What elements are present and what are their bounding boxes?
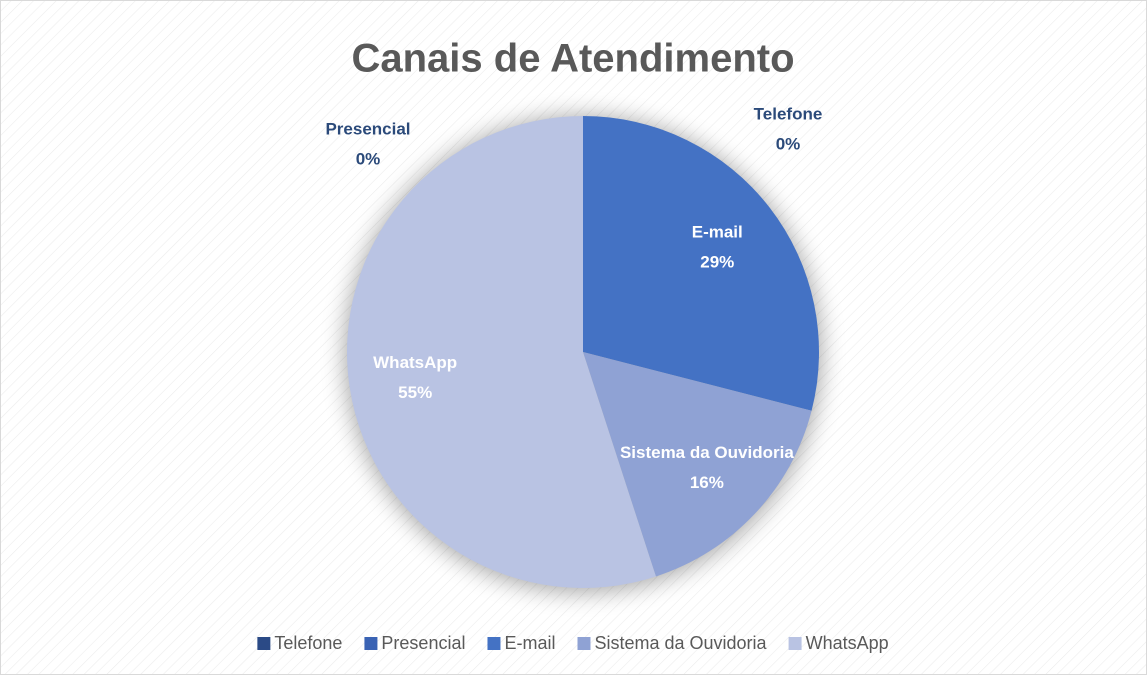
data-label-category: E-mail bbox=[692, 222, 743, 241]
legend-swatch bbox=[487, 637, 501, 650]
legend-swatch bbox=[257, 637, 271, 650]
legend-label: E-mail bbox=[504, 633, 555, 653]
legend-label: Telefone bbox=[274, 633, 342, 653]
legend-label: WhatsApp bbox=[806, 633, 889, 653]
data-label-value: 16% bbox=[690, 473, 724, 492]
legend-label: Presencial bbox=[381, 633, 465, 653]
data-label-value: 29% bbox=[700, 252, 734, 271]
legend-swatch bbox=[364, 637, 378, 650]
pie-slice bbox=[583, 352, 812, 577]
data-label-category: Sistema da Ouvidoria bbox=[620, 443, 794, 462]
legend-swatch bbox=[788, 637, 802, 650]
data-label-category: Telefone bbox=[754, 104, 823, 123]
legend-label: Sistema da Ouvidoria bbox=[594, 633, 767, 653]
pie-slice bbox=[346, 116, 656, 589]
data-label-category: Presencial bbox=[325, 119, 410, 138]
legend-swatch bbox=[577, 637, 591, 650]
pie-slice bbox=[583, 116, 820, 411]
data-label-value: 0% bbox=[356, 149, 381, 168]
data-label-value: 0% bbox=[776, 134, 801, 153]
data-label-category: WhatsApp bbox=[373, 353, 457, 372]
chart-title: Canais de Atendimento bbox=[351, 37, 794, 81]
data-label-value: 55% bbox=[398, 383, 432, 402]
